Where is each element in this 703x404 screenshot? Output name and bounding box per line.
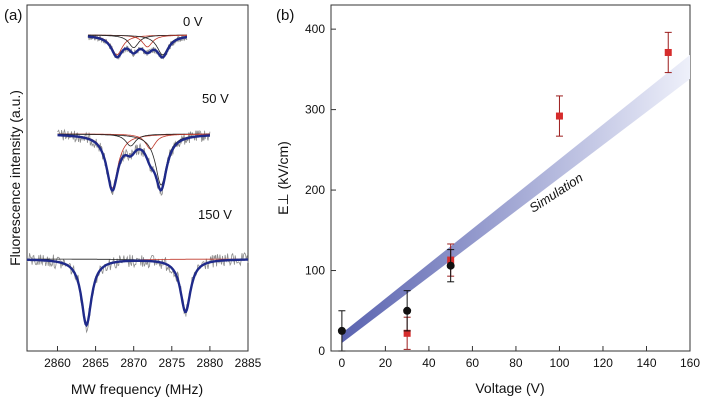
panel-b-y-tick-label: 400 <box>305 22 325 36</box>
measured-point-circle <box>446 249 455 283</box>
voltage-label-0v: 0 V <box>183 14 203 29</box>
panel-b-x-tick-label: 160 <box>680 356 700 370</box>
raw-data-trace <box>57 128 211 196</box>
measured-point-square <box>555 95 563 137</box>
fit-curve <box>88 35 187 59</box>
fit-curve <box>57 134 210 192</box>
panel-a-x-tick-label: 2880 <box>197 356 224 370</box>
panel-b-x-axis: 0 20 40 60 80 100 120 140 160 <box>339 346 700 370</box>
panel-b-frame <box>330 4 691 352</box>
panel-a-x-tick-label: 2885 <box>235 356 262 370</box>
circle-marker <box>337 326 346 335</box>
panel-b-x-tick-label: 80 <box>509 356 523 370</box>
simulation-band <box>341 54 690 343</box>
measured-point-square <box>664 31 672 74</box>
panel-a-x-tick-label: 2870 <box>120 356 147 370</box>
fit-component-curve <box>27 258 248 313</box>
spectrum-50v <box>57 128 211 196</box>
panel-b-label: (b) <box>276 7 294 24</box>
panel-b-x-tick-label: 100 <box>549 356 569 370</box>
panel-b-x-tick-label: 0 <box>339 356 346 370</box>
fit-curve <box>27 258 248 328</box>
panel-b-y-tick-label: 300 <box>305 103 325 117</box>
measured-point-circle <box>403 290 412 332</box>
square-marker <box>403 329 411 337</box>
raw-data-trace <box>26 252 249 334</box>
panel-a-plot-area <box>26 34 249 334</box>
panel-a-x-axis-title: MW frequency (MHz) <box>71 381 203 397</box>
panel-a-label: (a) <box>4 7 22 24</box>
fit-component-curve <box>27 258 248 326</box>
panel-b-x-axis-title: Voltage (V) <box>475 380 544 396</box>
panel-a-y-axis-title: Fluorescence intensity (a.u.) <box>7 90 23 266</box>
panel-b-x-tick-label: 120 <box>593 356 613 370</box>
panel-b-plot-area <box>337 31 690 352</box>
panel-a-x-tick-label: 2860 <box>44 356 71 370</box>
panel-b-y-tick-label: 0 <box>318 344 325 358</box>
panel-b-y-axis: 0 100 200 300 400 <box>305 22 336 358</box>
measured-point-circle <box>337 310 346 352</box>
circle-marker <box>446 261 455 270</box>
panel-b-x-tick-label: 140 <box>636 356 656 370</box>
panel-b-y-tick-label: 100 <box>305 264 325 278</box>
voltage-label-150v: 150 V <box>198 207 232 222</box>
panel-a-x-axis: 2860 2865 2870 2875 2880 2885 <box>44 346 262 370</box>
panel-b-y-tick-label: 200 <box>305 183 325 197</box>
square-marker <box>664 48 672 56</box>
panel-a-x-tick-label: 2875 <box>158 356 185 370</box>
voltage-label-50v: 50 V <box>202 91 229 106</box>
panel-b: (b) 0 20 40 60 80 100 120 140 160 0100200300400 … <box>275 4 700 396</box>
panel-b-x-tick-label: 20 <box>379 356 393 370</box>
panel-a-frame <box>26 4 249 352</box>
panel-b-x-tick-label: 40 <box>422 356 436 370</box>
panel-b-x-tick-label: 60 <box>466 356 480 370</box>
circle-marker <box>403 306 412 315</box>
panel-b-y-axis-title: E⊥ (kV/cm) <box>275 141 291 215</box>
square-marker <box>555 112 563 120</box>
panel-a: (a) 2860 2865 2870 2875 2880 2885 MW frequenc… <box>4 4 262 397</box>
spectrum-0v <box>87 34 188 60</box>
spectrum-150v <box>26 252 249 334</box>
panel-a-x-tick-label: 2865 <box>82 356 109 370</box>
